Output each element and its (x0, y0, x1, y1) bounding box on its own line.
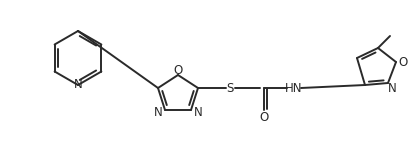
Text: O: O (173, 63, 183, 76)
Text: O: O (399, 56, 408, 68)
Text: N: N (74, 77, 82, 90)
Text: S: S (226, 81, 234, 95)
Text: O: O (260, 110, 269, 123)
Text: HN: HN (285, 81, 303, 95)
Text: N: N (388, 81, 396, 95)
Text: N: N (194, 105, 202, 118)
Text: N: N (154, 105, 163, 118)
